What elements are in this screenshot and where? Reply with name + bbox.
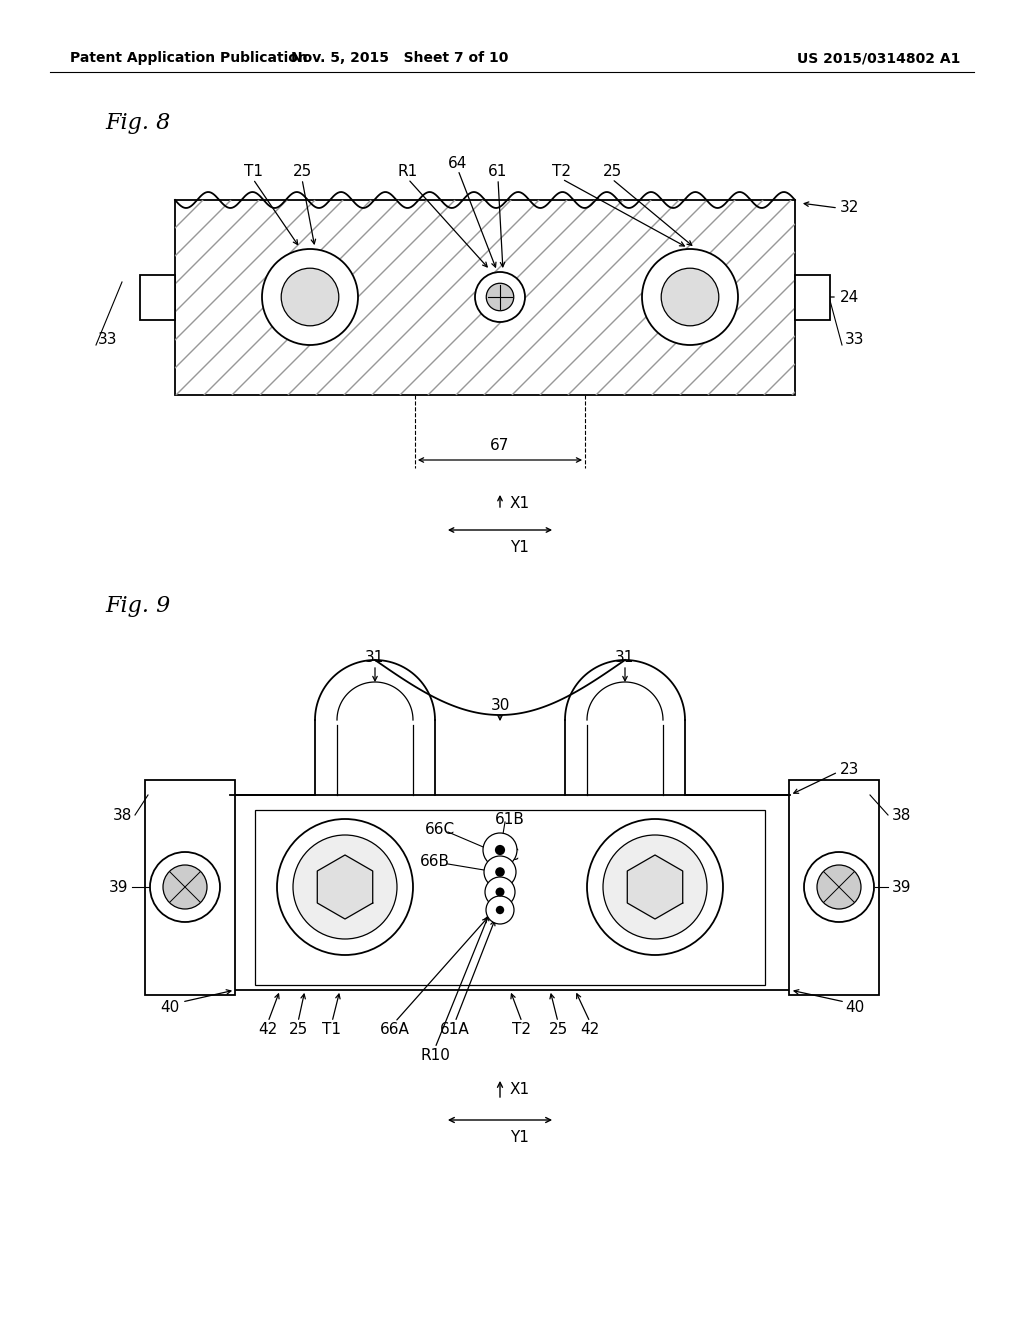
- Text: X1: X1: [510, 1082, 530, 1097]
- Text: 66C: 66C: [425, 822, 455, 837]
- Text: 30: 30: [490, 697, 510, 713]
- Text: Y1: Y1: [510, 1130, 528, 1146]
- Circle shape: [496, 867, 505, 876]
- Text: 38: 38: [892, 808, 911, 822]
- Circle shape: [150, 851, 220, 921]
- Bar: [230, 795, 790, 990]
- Text: Fig. 9: Fig. 9: [105, 595, 170, 616]
- Bar: [140, 275, 175, 319]
- Text: T2: T2: [553, 165, 571, 180]
- Text: 38: 38: [113, 808, 132, 822]
- Text: 61A: 61A: [440, 1023, 470, 1038]
- Text: T1: T1: [244, 165, 262, 180]
- Polygon shape: [317, 855, 373, 919]
- Circle shape: [662, 268, 719, 326]
- Polygon shape: [628, 855, 683, 919]
- Text: 67: 67: [490, 437, 510, 453]
- Text: Y1: Y1: [510, 540, 528, 556]
- Circle shape: [587, 818, 723, 954]
- Text: R1: R1: [398, 165, 418, 180]
- Text: US 2015/0314802 A1: US 2015/0314802 A1: [797, 51, 961, 65]
- Circle shape: [496, 887, 505, 896]
- Text: 61B: 61B: [495, 813, 525, 828]
- Text: 25: 25: [293, 165, 311, 180]
- Circle shape: [262, 249, 358, 345]
- Circle shape: [485, 876, 515, 907]
- Text: 66B: 66B: [420, 854, 450, 870]
- Text: 42: 42: [581, 1023, 600, 1038]
- Circle shape: [293, 836, 397, 939]
- Text: Patent Application Publication: Patent Application Publication: [70, 51, 308, 65]
- Text: 31: 31: [615, 651, 635, 665]
- Circle shape: [163, 865, 207, 909]
- Text: 66A: 66A: [380, 1023, 410, 1038]
- Text: 31: 31: [366, 651, 385, 665]
- Text: 33: 33: [845, 333, 864, 347]
- Text: 25: 25: [549, 1023, 567, 1038]
- Circle shape: [483, 833, 517, 867]
- Circle shape: [278, 818, 413, 954]
- Text: T2: T2: [512, 1023, 531, 1038]
- Text: 64: 64: [449, 156, 468, 170]
- Bar: [175, 201, 795, 395]
- Text: 40: 40: [161, 999, 179, 1015]
- Text: 61C: 61C: [490, 847, 520, 862]
- Text: 61: 61: [488, 165, 508, 180]
- Bar: [795, 275, 830, 319]
- Circle shape: [496, 906, 504, 915]
- Text: Nov. 5, 2015   Sheet 7 of 10: Nov. 5, 2015 Sheet 7 of 10: [291, 51, 509, 65]
- Circle shape: [642, 249, 738, 345]
- Text: T1: T1: [323, 1023, 341, 1038]
- Text: 23: 23: [840, 763, 859, 777]
- Circle shape: [282, 268, 339, 326]
- Text: 25: 25: [289, 1023, 307, 1038]
- Circle shape: [486, 284, 514, 310]
- Text: R10: R10: [420, 1048, 450, 1063]
- Text: 33: 33: [98, 333, 118, 347]
- Circle shape: [486, 896, 514, 924]
- Text: 40: 40: [846, 999, 864, 1015]
- Text: 39: 39: [109, 879, 128, 895]
- Text: X1: X1: [510, 495, 530, 511]
- Bar: [255, 810, 765, 985]
- Text: 24: 24: [840, 289, 859, 305]
- Bar: [790, 780, 879, 995]
- Circle shape: [804, 851, 874, 921]
- Text: Fig. 8: Fig. 8: [105, 112, 170, 135]
- Bar: [145, 780, 234, 995]
- Circle shape: [603, 836, 707, 939]
- Text: 32: 32: [840, 201, 859, 215]
- Text: 39: 39: [892, 879, 911, 895]
- Circle shape: [817, 865, 861, 909]
- Circle shape: [484, 855, 516, 888]
- Circle shape: [495, 845, 505, 855]
- Text: 42: 42: [258, 1023, 278, 1038]
- Circle shape: [475, 272, 525, 322]
- Text: 25: 25: [602, 165, 622, 180]
